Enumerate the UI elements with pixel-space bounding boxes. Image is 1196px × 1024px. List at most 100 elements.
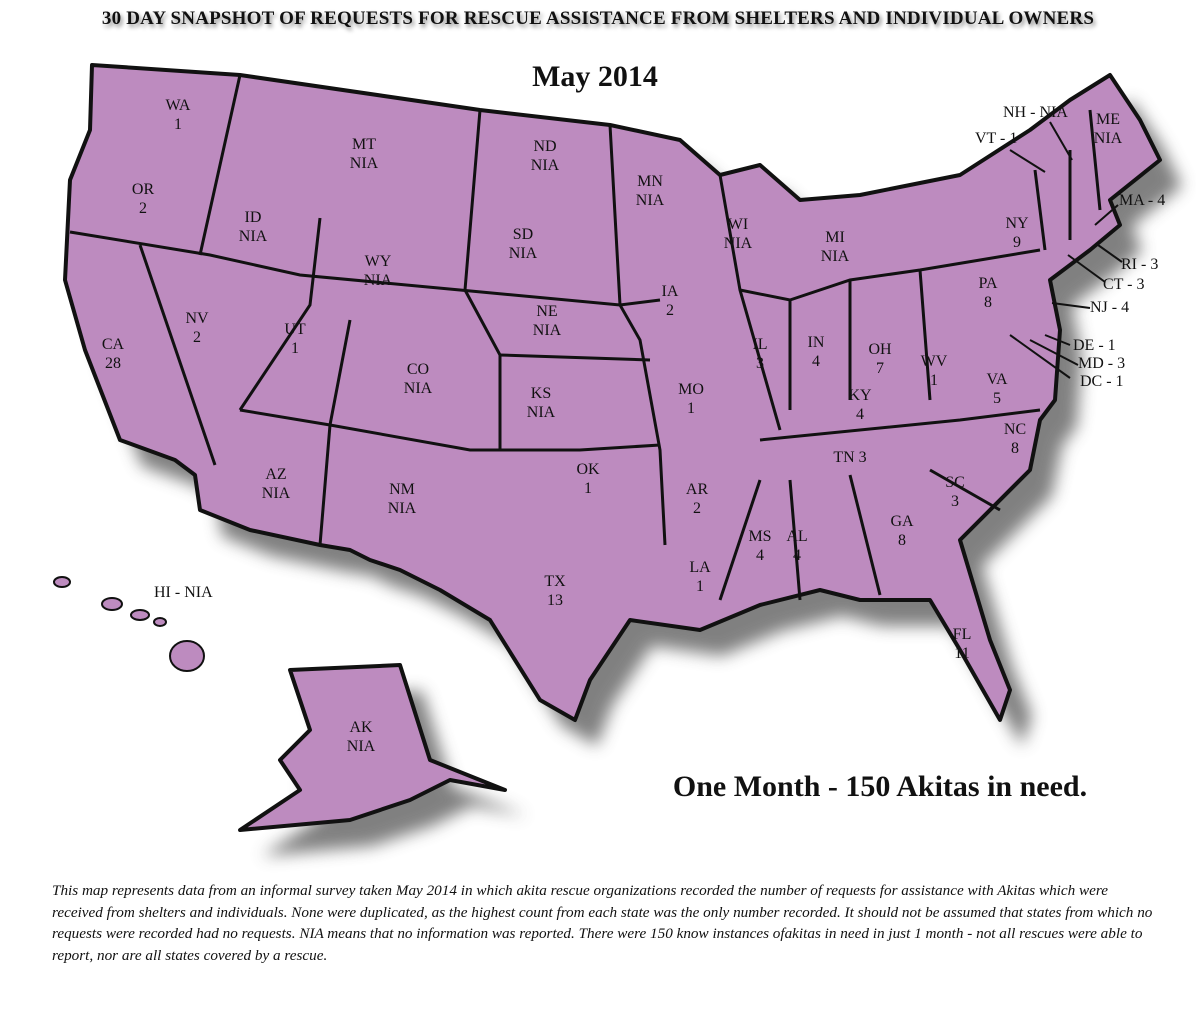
state-value: NIA <box>635 192 665 209</box>
state-abbr: MI <box>825 229 845 246</box>
callout-lines <box>1009 121 1123 379</box>
state-abbr: MT <box>352 136 376 153</box>
state-value: NIA <box>820 248 850 265</box>
state-value: 8 <box>1010 440 1019 457</box>
state-abbr: WY <box>364 253 392 270</box>
state-value: 9 <box>1012 234 1021 251</box>
state-label-nv: NV 2 <box>185 309 208 347</box>
state-value: 1 <box>930 372 938 389</box>
state-value: 2 <box>692 500 701 517</box>
callout-hi: HI - NIA <box>154 584 213 601</box>
state-abbr: CA <box>101 336 125 353</box>
state-abbr: IN <box>807 334 825 351</box>
state-value: NIA <box>346 738 376 755</box>
state-label-oh: OH 7 <box>868 340 891 378</box>
state-value: NIA <box>530 157 560 174</box>
state-value: NIA <box>532 322 562 339</box>
hawaii <box>53 576 205 672</box>
state-value: 2 <box>138 200 147 217</box>
callout-nj: NJ - 4 <box>1090 299 1130 316</box>
callout-dc: DC - 1 <box>1080 373 1124 390</box>
state-label-sc: SC 3 <box>945 473 965 511</box>
state-label-wa: WA 1 <box>166 96 191 134</box>
state-abbr: ME <box>1096 111 1120 128</box>
state-label-mt: MT NIA <box>350 135 378 173</box>
state-label-or: OR 2 <box>132 180 154 218</box>
state-label-ar: AR 2 <box>686 480 708 518</box>
state-value: 2 <box>665 302 674 319</box>
state-label-mn: MN NIA <box>636 172 664 210</box>
state-label-fl: FL 11 <box>953 625 972 663</box>
state-label-tn: TN 3 <box>833 449 867 466</box>
state-value: NIA <box>723 235 753 252</box>
state-abbr: MN <box>637 173 663 190</box>
state-value: 4 <box>811 353 820 370</box>
state-label-id: ID NIA <box>239 208 267 246</box>
state-label-ak: AK NIA <box>347 718 375 756</box>
state-label-ia: IA 2 <box>662 282 679 320</box>
state-value: 8 <box>897 532 906 549</box>
state-label-ut: UT 1 <box>284 320 305 358</box>
state-value: 28 <box>104 355 121 372</box>
callout-de: DE - 1 <box>1073 337 1116 354</box>
alaska <box>238 663 507 832</box>
state-value: 3 <box>755 355 764 372</box>
state-value: 1 <box>290 340 299 357</box>
state-label-mo: MO 1 <box>678 380 704 418</box>
footnote: This map represents data from an informa… <box>52 882 1153 964</box>
callout-ma: MA - 4 <box>1119 192 1166 209</box>
state-label-nc: NC 8 <box>1004 420 1026 458</box>
state-label-ga: GA 8 <box>890 512 913 550</box>
state-label-nd: ND NIA <box>531 137 559 175</box>
state-value: 2 <box>192 329 201 346</box>
state-value: 3 <box>950 493 959 510</box>
state-label-pa: PA 8 <box>979 274 998 312</box>
state-label-nm: NM NIA <box>388 480 416 518</box>
state-abbr: ID <box>244 209 262 226</box>
state-label-al: AL 4 <box>786 527 807 565</box>
state-abbr: OK <box>576 461 600 478</box>
state-value: 4 <box>792 547 801 564</box>
state-abbr: AK <box>349 719 373 736</box>
state-label-tx: TX 13 <box>544 572 565 610</box>
state-abbr: AL <box>786 528 808 545</box>
state-value: NIA <box>508 245 538 262</box>
state-value: 8 <box>983 294 992 311</box>
state-abbr: SD <box>512 226 534 243</box>
state-value: NIA <box>238 228 268 245</box>
state-value: 13 <box>546 592 563 609</box>
state-abbr: AR <box>685 481 709 498</box>
state-label-il: IL 3 <box>752 335 767 373</box>
state-abbr: UT <box>284 321 306 338</box>
state-value: 5 <box>992 390 1001 407</box>
state-label-wi: WI NIA <box>724 215 752 253</box>
state-value: 1 <box>173 116 182 133</box>
state-abbr: KS <box>530 385 552 402</box>
state-value: 1 <box>687 400 695 417</box>
state-value: 7 <box>875 360 884 377</box>
state-abbr: WA <box>165 97 191 114</box>
callout-nh: NH - NIA <box>1003 104 1068 121</box>
state-label-wy: WY NIA <box>364 252 392 290</box>
state-abbr: IL <box>752 336 768 353</box>
state-value: NIA <box>387 500 417 517</box>
state-label-me: ME NIA <box>1094 110 1122 148</box>
state-label-wv: WV 1 <box>921 352 948 390</box>
callout-ri: RI - 3 <box>1121 256 1159 273</box>
state-abbr: NE <box>536 303 558 320</box>
state-abbr: MS <box>748 528 772 545</box>
state-value: NIA <box>349 155 379 172</box>
state-abbr: WV <box>920 353 948 370</box>
state-abbr: KY <box>848 387 872 404</box>
callout-vt: VT - 1 <box>975 130 1018 147</box>
state-abbr: NV <box>185 310 209 327</box>
map-title: 30 DAY SNAPSHOT OF REQUESTS FOR RESCUE A… <box>101 8 1095 29</box>
state-value: NIA <box>403 380 433 397</box>
state-value: NIA <box>363 272 393 289</box>
state-borders <box>69 74 1102 601</box>
state-abbr: TX <box>544 573 566 590</box>
state-value: NIA <box>526 404 556 421</box>
callout-ct: CT - 3 <box>1103 276 1145 293</box>
state-abbr: NM <box>389 481 415 498</box>
state-value: 4 <box>756 547 764 564</box>
